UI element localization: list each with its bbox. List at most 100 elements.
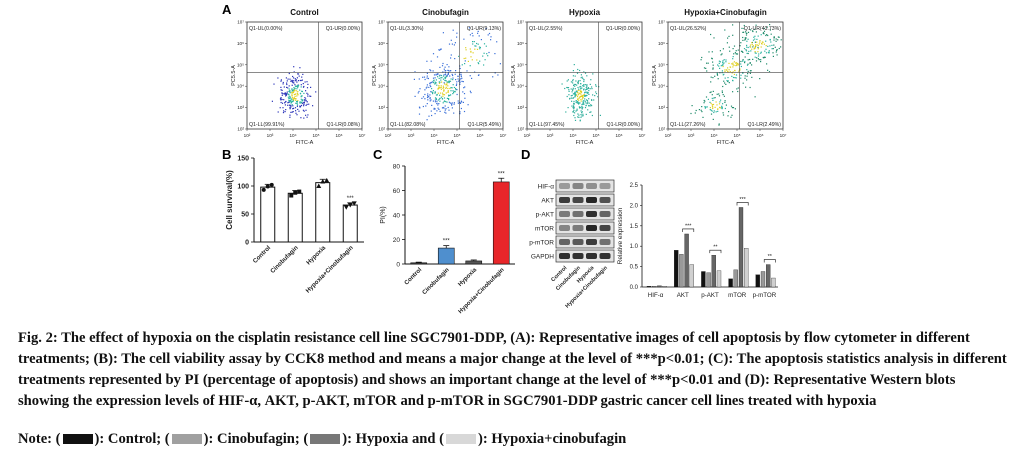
flow-event-dot (296, 95, 298, 97)
flow-event-dot (764, 50, 766, 52)
flow-event-dot (576, 72, 579, 74)
flow-event-dot (732, 34, 734, 36)
flow-event-dot (449, 102, 451, 104)
flow-event-dot (440, 85, 442, 87)
flow-event-dot (712, 90, 714, 92)
flow-event-dot (580, 74, 582, 76)
flow-event-dot (435, 98, 437, 100)
flow-event-dot (306, 92, 308, 94)
flow-event-dot (754, 56, 756, 58)
flow-event-dot (695, 109, 697, 112)
flow-event-dot (434, 101, 436, 103)
flow-event-dot (744, 77, 746, 79)
flow-event-dot (301, 79, 303, 81)
flow-event-dot (578, 114, 580, 116)
flow-event-dot (414, 71, 416, 73)
flow-event-dot (440, 86, 442, 88)
flow-event-dot (761, 42, 763, 45)
quadrant-ul-label: Q1-UL(2.55%) (529, 26, 563, 32)
flow-event-dot (577, 68, 579, 71)
flow-event-dot (571, 100, 573, 102)
flow-event-dot (280, 79, 282, 81)
flow-event-dot (448, 43, 451, 45)
y-tick-label: 10² (658, 127, 665, 132)
flow-event-dot (432, 100, 434, 102)
flow-event-dot (780, 39, 782, 41)
flow-event-dot (442, 62, 444, 65)
bar (711, 255, 716, 288)
flow-event-dot (574, 83, 576, 86)
flow-event-dot (701, 111, 703, 113)
bar (716, 270, 722, 288)
quadrant-ur-label: Q1-UR(43.73%) (744, 26, 781, 32)
flow-event-dot (746, 75, 748, 77)
flow-event-dot (459, 83, 461, 85)
flow-event-dot (492, 76, 494, 78)
flow-event-dot (745, 50, 748, 52)
flow-event-dot (570, 97, 572, 99)
quadrant-ul-label: Q1-UL(0.00%) (249, 26, 283, 32)
y-tick-label: 0 (396, 262, 400, 269)
flow-event-dot (719, 72, 721, 74)
x-tick-label: 10⁵ (592, 133, 599, 138)
flow-event-dot (584, 92, 586, 94)
flow-plot-title: Cinobufagin (422, 8, 469, 17)
flow-event-dot (450, 70, 452, 72)
flow-event-dot (455, 89, 457, 91)
flow-event-dot (305, 98, 307, 100)
flow-plot-frame (667, 21, 784, 130)
quadrant-ll-label: Q1-LL(27.26%) (670, 122, 706, 128)
flow-event-dot (310, 95, 312, 97)
flow-event-dot (578, 102, 580, 104)
flow-event-dot (592, 73, 594, 75)
flow-event-dot (280, 80, 282, 82)
quadrant-ul-label: Q1-UL(3.30%) (390, 26, 424, 32)
flow-event-dot (427, 99, 429, 101)
flow-event-dot (589, 111, 591, 113)
flow-event-dot (494, 53, 496, 55)
flow-event-dot (450, 54, 452, 56)
flow-event-dot (580, 106, 582, 109)
flow-event-dot (447, 70, 450, 72)
flow-event-dot (582, 77, 584, 80)
flow-event-dot (711, 97, 713, 99)
y-tick-label: 40 (393, 213, 401, 220)
flow-event-dot (291, 88, 293, 90)
data-point-circle (265, 184, 270, 189)
flow-event-dot (771, 48, 773, 50)
x-tick-label: 10⁷ (500, 133, 507, 138)
flow-event-dot (752, 46, 754, 48)
flow-event-dot (744, 56, 746, 58)
flow-event-dot (294, 98, 296, 100)
flow-event-dot (567, 79, 569, 81)
flow-event-dot (575, 80, 577, 82)
data-point-inverted-triangle (343, 205, 349, 210)
flow-event-dot (291, 96, 293, 98)
flow-event-dot (727, 80, 729, 82)
flow-event-dot (430, 110, 432, 112)
flow-event-dot (764, 56, 766, 58)
flow-event-dot (719, 106, 721, 108)
x-tick-label: Control (404, 267, 424, 287)
flow-event-dot (736, 64, 738, 66)
x-tick-label: 10⁴ (289, 133, 296, 138)
y-tick-label: 10³ (378, 105, 385, 110)
flow-event-dot (577, 92, 579, 94)
flow-event-dot (580, 93, 582, 95)
flow-event-dot (566, 80, 568, 82)
flow-event-dot (709, 101, 711, 103)
y-tick-label: 10⁷ (658, 20, 665, 25)
flow-event-dot (288, 100, 290, 102)
flow-event-dot (289, 91, 291, 93)
flow-event-dot (746, 79, 748, 81)
flow-event-dot (574, 117, 576, 119)
flow-event-dot (287, 104, 289, 106)
flow-event-dot (452, 74, 454, 77)
flow-event-dot (591, 105, 593, 107)
flow-event-dot (483, 43, 486, 45)
flow-event-dot (472, 43, 474, 45)
flow-event-dot (579, 69, 581, 72)
flow-event-dot (289, 92, 291, 94)
flow-event-dot (747, 52, 749, 55)
flow-event-dot (449, 70, 451, 72)
